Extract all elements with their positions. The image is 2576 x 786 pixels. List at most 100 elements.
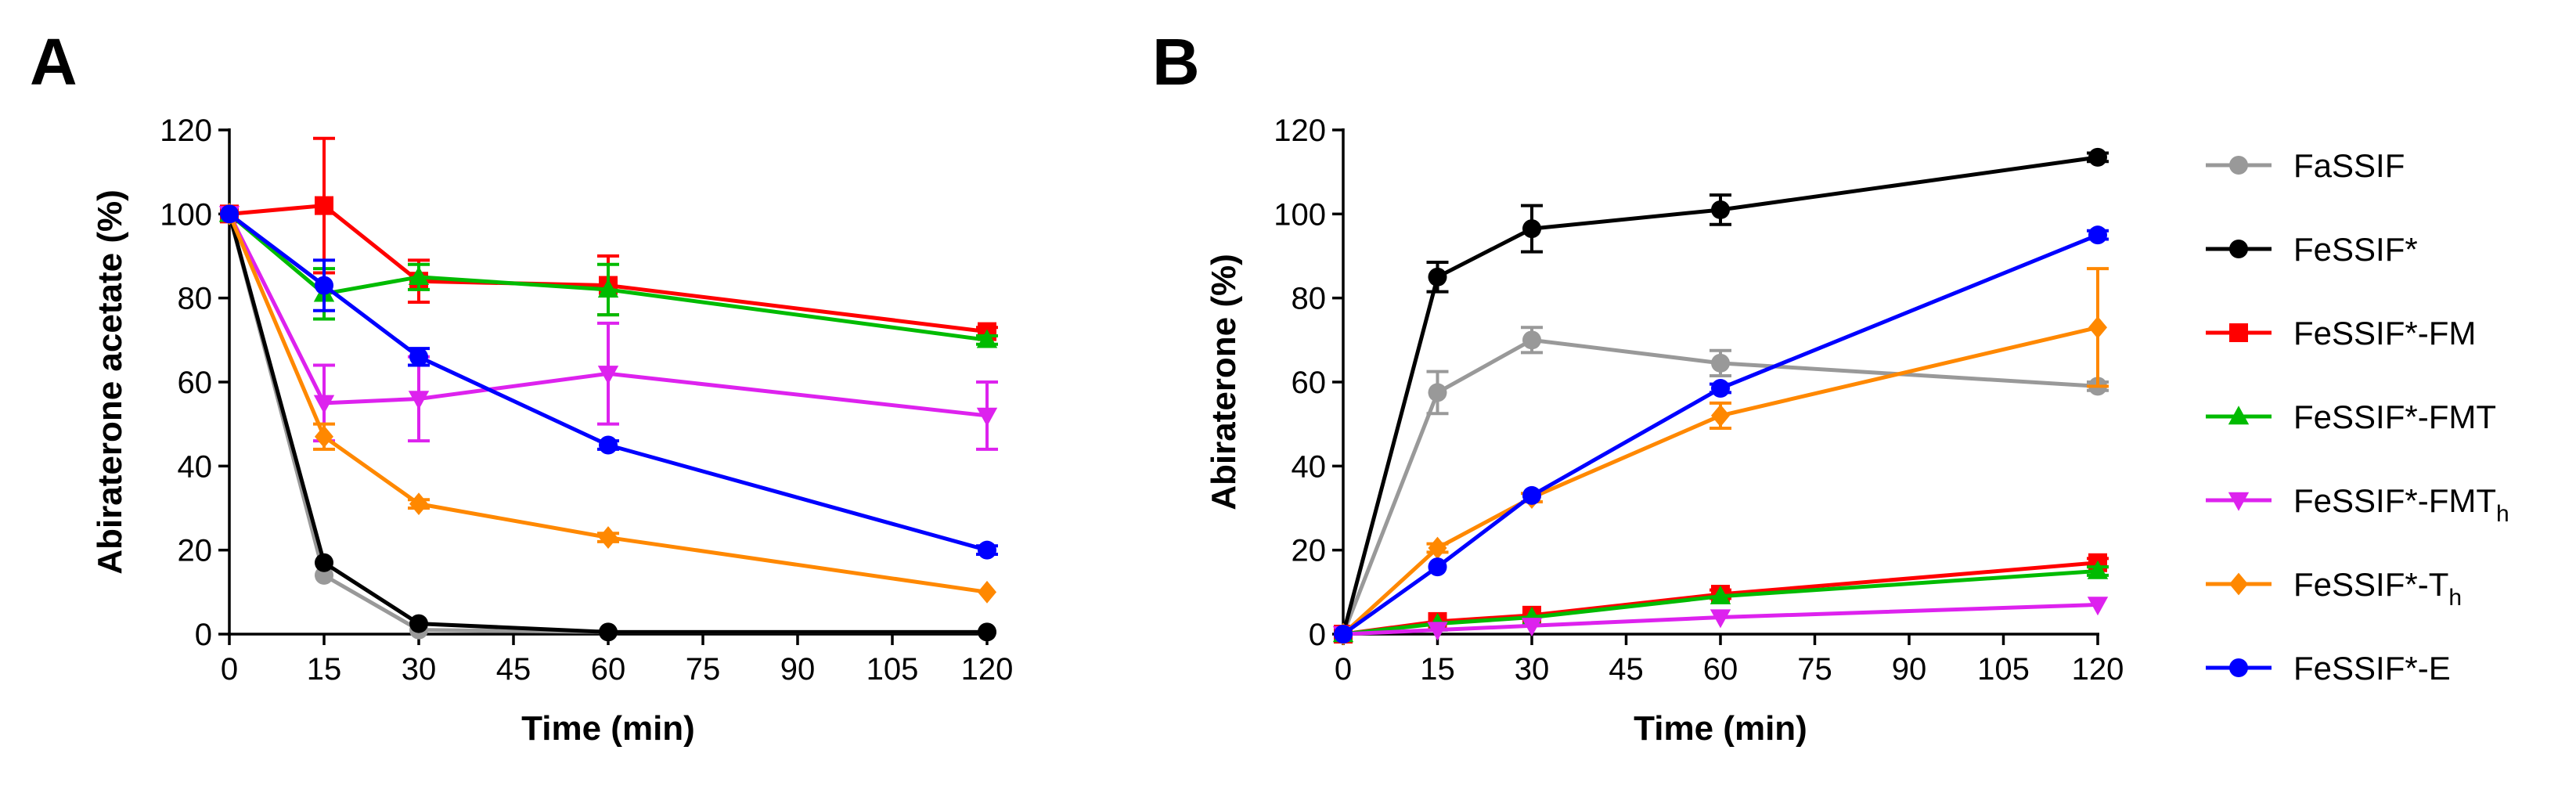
x-tick-label: 105 — [1977, 652, 2030, 687]
legend-item-fm: FeSSIF*-FM — [2206, 315, 2476, 352]
x-axis-title: Time (min) — [1634, 709, 1807, 748]
y-axis-title: Abiraterone (%) — [1205, 254, 1243, 510]
data-point-fessif — [409, 614, 428, 633]
data-point-fmt — [2087, 560, 2109, 579]
legend-label: FeSSIF* — [2293, 231, 2418, 268]
legend-swatch-marker — [2229, 658, 2248, 677]
x-tick-label: 0 — [221, 652, 238, 687]
data-point-th — [978, 580, 996, 604]
data-point-e — [978, 540, 996, 560]
legend-swatch-marker — [2229, 323, 2248, 342]
legend-swatch-marker — [2229, 572, 2248, 596]
x-tick-label: 120 — [961, 652, 1014, 687]
data-point-fmth — [2087, 597, 2109, 616]
legend-label-base: FeSSIF*-FMT — [2293, 398, 2496, 435]
y-tick-label: 120 — [1274, 114, 1326, 148]
y-tick-label: 100 — [1274, 197, 1326, 232]
data-point-e — [1428, 557, 1447, 577]
x-tick-label: 90 — [1892, 652, 1927, 687]
series-e — [1334, 225, 2109, 644]
data-point-th — [409, 492, 428, 516]
data-point-th — [1428, 536, 1447, 560]
legend-label-subscript: h — [2496, 501, 2509, 527]
chart-a: 0 20 40 60 80 100 120 0 15 30 45 60 75 90 105 120 Time (… — [91, 114, 1013, 748]
series-fassif — [1334, 326, 2109, 644]
data-point-fmth — [976, 407, 998, 427]
legend-item-fessif: FeSSIF* — [2206, 231, 2418, 268]
series-e — [220, 204, 998, 560]
legend-item-fmt: FeSSIF*-FMT — [2206, 398, 2496, 435]
legend-item-fmth: FeSSIF*-FMTh — [2206, 482, 2509, 527]
data-point-e — [315, 276, 333, 295]
legend-label: FaSSIF — [2293, 147, 2405, 184]
x-tick-label: 75 — [1797, 652, 1832, 687]
legend-label: FeSSIF*-E — [2293, 650, 2451, 687]
x-axis-title: Time (min) — [521, 709, 695, 748]
data-point-fmth — [408, 391, 430, 410]
data-point-fessif — [1522, 219, 1541, 239]
x-tick-label: 30 — [1515, 652, 1550, 687]
x-tick-label: 60 — [591, 652, 626, 687]
y-tick-label: 40 — [1292, 449, 1327, 484]
data-point-fm — [315, 196, 333, 215]
data-point-fessif — [1428, 267, 1447, 287]
data-point-fmth — [1427, 622, 1448, 641]
data-point-fassif — [1428, 383, 1447, 402]
legend-label-base: FeSSIF*-T — [2293, 566, 2448, 603]
x-tick-label: 60 — [1703, 652, 1738, 687]
data-point-fmth — [597, 366, 619, 385]
data-point-e — [220, 204, 239, 224]
data-point-fmth — [1521, 618, 1543, 637]
legend-label-subscript: h — [2448, 585, 2462, 611]
legend-swatch-marker — [2229, 240, 2248, 258]
x-tick-label: 120 — [2072, 652, 2124, 687]
y-tick-label: 80 — [1292, 282, 1327, 316]
legend-label-base: FeSSIF*-FMT — [2293, 482, 2496, 519]
legend-label: FeSSIF*-FM — [2293, 315, 2476, 352]
data-point-e — [599, 435, 618, 455]
data-point-th — [315, 425, 333, 449]
data-point-fessif — [1711, 200, 1730, 219]
legend-label: FeSSIF*-FMTh — [2293, 482, 2509, 527]
series-line-e — [1342, 233, 2099, 636]
legend-swatch-marker — [2229, 156, 2248, 175]
y-tick-label: 0 — [195, 618, 212, 652]
y-tick-label: 60 — [178, 366, 213, 400]
series-fessif — [1334, 147, 2109, 644]
data-point-fmt — [408, 266, 430, 286]
data-point-fessif — [978, 622, 996, 642]
legend-item-th: FeSSIF*-Th — [2206, 566, 2462, 611]
data-point-e — [409, 347, 428, 366]
chart-b: 0 20 40 60 80 100 120 0 15 30 45 60 75 90 105 120 Time (… — [1205, 114, 2124, 748]
data-point-fmth — [313, 395, 335, 414]
y-tick-label: 60 — [1292, 366, 1327, 400]
x-tick-label: 90 — [780, 652, 816, 687]
data-point-fessif — [599, 622, 618, 642]
y-tick-label: 40 — [178, 449, 213, 484]
legend-label-base: FaSSIF — [2293, 147, 2405, 184]
data-point-fmt — [976, 329, 998, 348]
y-tick-label: 100 — [160, 197, 212, 232]
legend-label-base: FeSSIF*-E — [2293, 650, 2451, 687]
legend: FaSSIFFeSSIF*FeSSIF*-FMFeSSIF*-FMTFeSSIF… — [2206, 147, 2509, 687]
series-fmth — [218, 206, 998, 451]
data-point-e — [1711, 379, 1730, 398]
x-tick-label: 15 — [1420, 652, 1455, 687]
x-tick-label: 105 — [866, 652, 919, 687]
panel-label-b: B — [1152, 25, 1200, 99]
series-fmth — [1332, 597, 2109, 645]
data-point-fmt — [1710, 585, 1731, 604]
data-point-th — [2088, 315, 2107, 339]
x-tick-label: 45 — [1609, 652, 1644, 687]
data-point-fessif — [2088, 147, 2107, 167]
y-tick-label: 20 — [178, 534, 213, 568]
legend-label-base: FeSSIF* — [2293, 231, 2418, 268]
data-point-fmt — [597, 279, 619, 298]
data-point-e — [2088, 225, 2107, 245]
data-point-fassif — [1522, 330, 1541, 350]
data-point-th — [599, 526, 618, 549]
data-point-fmth — [1710, 609, 1731, 629]
x-tick-label: 45 — [496, 652, 531, 687]
legend-label: FeSSIF*-FMT — [2293, 398, 2496, 435]
